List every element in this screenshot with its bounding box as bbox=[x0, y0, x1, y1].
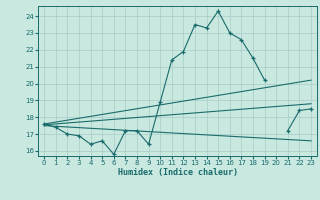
X-axis label: Humidex (Indice chaleur): Humidex (Indice chaleur) bbox=[118, 168, 238, 177]
